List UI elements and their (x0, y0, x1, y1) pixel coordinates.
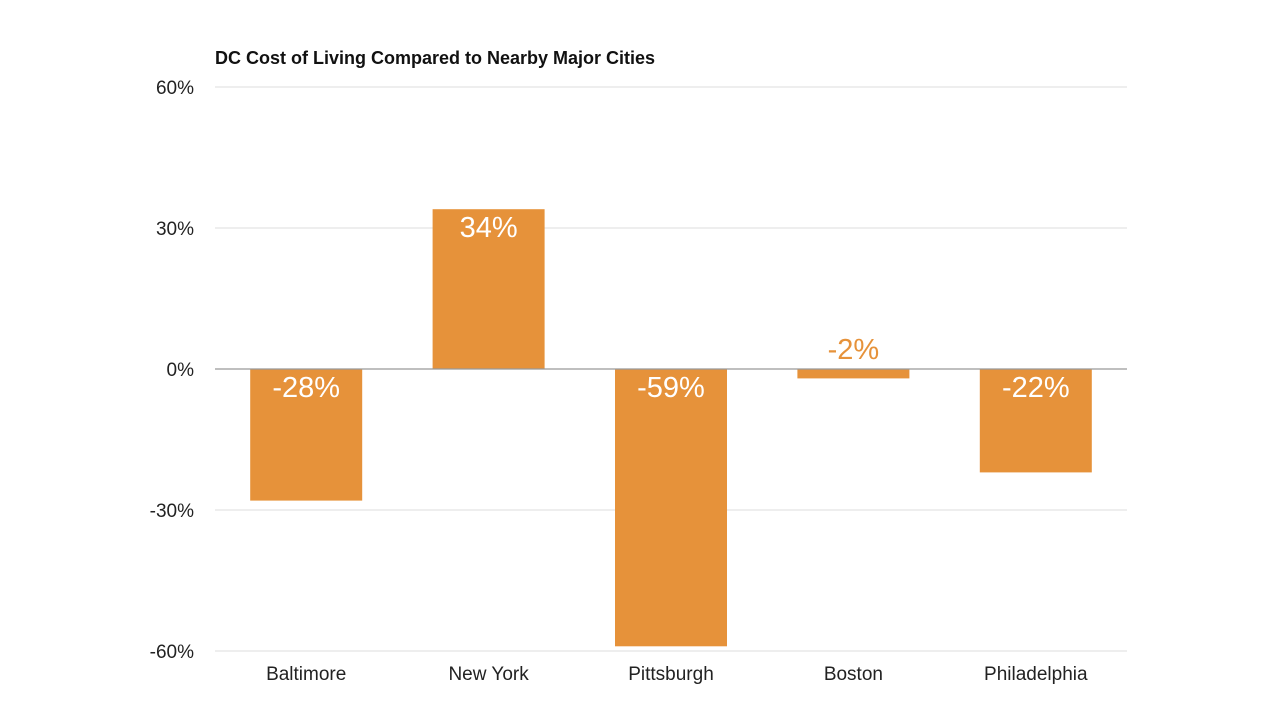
y-tick-label: 0% (167, 360, 195, 381)
chart-title: DC Cost of Living Compared to Nearby Maj… (215, 48, 655, 68)
y-tick-label: 30% (156, 219, 194, 240)
data-label: 34% (460, 212, 518, 244)
y-axis-ticks: 60% 30% 0% -30% -60% (150, 78, 194, 663)
data-label: -59% (637, 372, 705, 404)
bar-new-york (432, 209, 545, 369)
data-label: -2% (828, 334, 880, 366)
bar-boston (797, 369, 910, 379)
x-category-label: Boston (824, 664, 883, 685)
bars (250, 209, 1092, 647)
bar-philadelphia (979, 369, 1092, 473)
data-label: -22% (1002, 372, 1070, 404)
y-tick-label: -30% (150, 501, 194, 522)
bar-baltimore (250, 369, 363, 501)
y-tick-label: 60% (156, 78, 194, 99)
x-axis-categories: Baltimore New York Pittsburgh Boston Philade… (266, 664, 1088, 685)
x-category-label: Baltimore (266, 664, 346, 685)
x-category-label: Pittsburgh (628, 664, 714, 685)
bar-pittsburgh (615, 369, 727, 647)
x-category-label: Philadelphia (984, 664, 1088, 685)
x-category-label: New York (448, 664, 529, 685)
data-labels: -28% 34% -59% -2% -22% (272, 212, 1069, 404)
y-tick-label: -60% (150, 642, 194, 663)
data-label: -28% (272, 372, 340, 404)
